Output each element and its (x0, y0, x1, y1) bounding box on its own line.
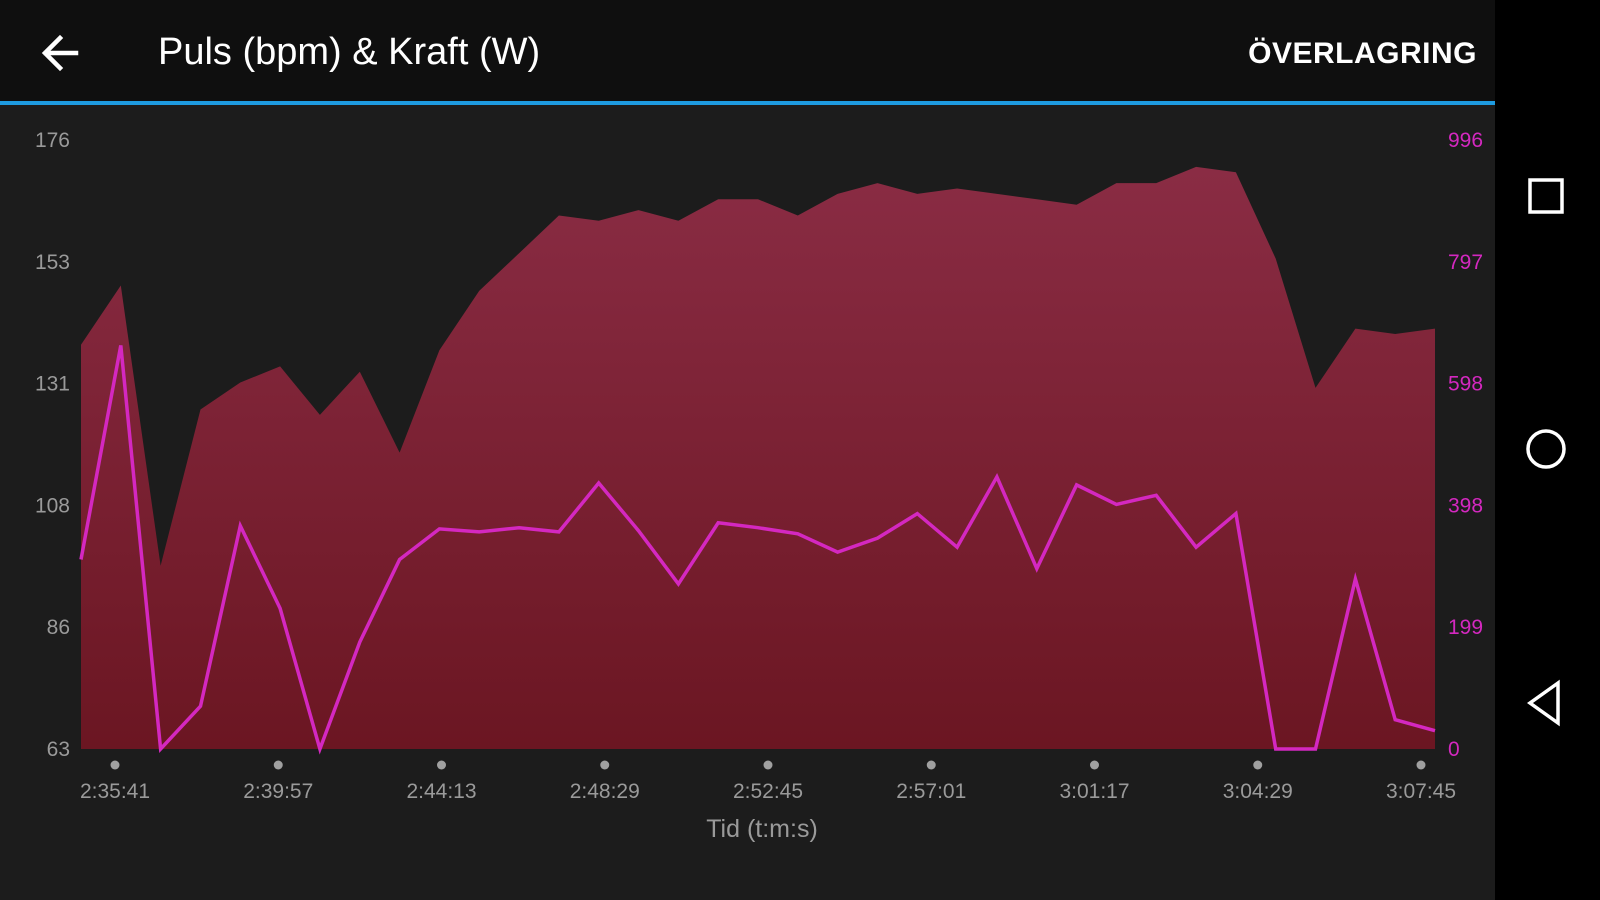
x-tick-dot (273, 760, 283, 770)
right-tick-label: 598 (1448, 373, 1483, 396)
x-tick-label: 2:57:01 (896, 780, 966, 803)
x-tick-label: 3:04:29 (1223, 780, 1293, 803)
circle-icon (1526, 429, 1566, 469)
home-button[interactable] (1515, 417, 1579, 481)
overlay-button[interactable]: ÖVERLAGRING (1248, 37, 1477, 70)
nav-back-button[interactable] (1515, 670, 1579, 734)
x-tick-label: 2:35:41 (80, 780, 150, 803)
back-button[interactable] (36, 30, 86, 76)
x-tick-dot (110, 760, 120, 770)
right-tick-label: 398 (1448, 494, 1483, 517)
recents-button[interactable] (1515, 164, 1579, 228)
x-tick-label: 3:01:17 (1059, 780, 1129, 803)
left-tick-label: 131 (35, 373, 70, 396)
right-tick-label: 996 (1448, 129, 1483, 152)
x-tick-dot (763, 760, 773, 770)
x-tick-label: 2:52:45 (733, 780, 803, 803)
x-tick-dot (926, 760, 936, 770)
x-tick-dot (437, 760, 446, 770)
x-tick-dot (1090, 760, 1099, 770)
x-tick-label: 2:44:13 (406, 780, 476, 803)
heart-rate-area (81, 166, 1435, 749)
chart-area: 176 153 131 108 86 63 996 797 598 398 199 0 2:35:4… (0, 105, 1495, 900)
power-line (79, 345, 1436, 755)
x-tick-label: 2:39:57 (243, 780, 313, 803)
x-tick-dot (600, 760, 610, 770)
right-tick-label: 199 (1448, 616, 1483, 639)
left-tick-label: 63 (47, 738, 70, 761)
app-bar: Puls (bpm) & Kraft (W) ÖVERLAGRING (0, 0, 1495, 105)
x-tick-dot (1253, 760, 1263, 770)
page-title: Puls (bpm) & Kraft (W) (158, 31, 541, 73)
left-tick-label: 108 (35, 494, 70, 517)
arrow-left-icon (41, 34, 79, 72)
chart: 176 153 131 108 86 63 996 797 598 398 199 0 2:35:4… (35, 129, 1483, 843)
x-axis-title: Tid (t:m:s) (706, 815, 818, 843)
x-tick-dot (1416, 760, 1426, 770)
right-tick-label: 0 (1448, 738, 1460, 761)
left-tick-label: 153 (35, 251, 70, 274)
left-tick-label: 176 (35, 129, 70, 152)
left-tick-label: 86 (47, 616, 70, 639)
triangle-back-icon (1526, 679, 1560, 727)
right-tick-label: 797 (1448, 251, 1483, 274)
x-tick-label: 3:07:45 (1386, 780, 1456, 803)
x-tick-label: 2:48:29 (570, 780, 640, 803)
square-icon (1528, 178, 1564, 214)
system-nav-bar (1495, 0, 1600, 900)
